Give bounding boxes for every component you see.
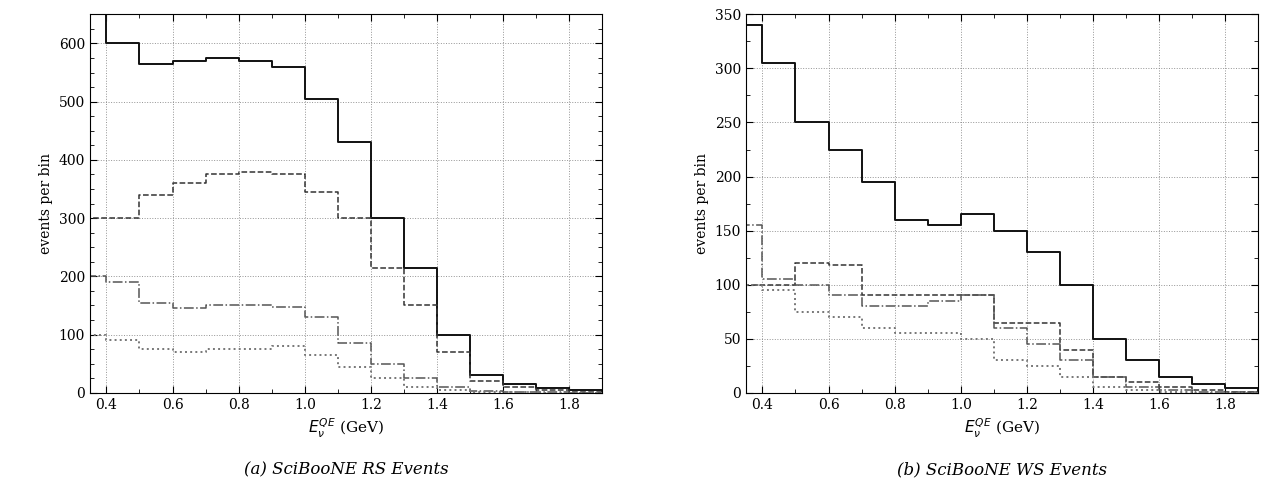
X-axis label: $E_{\nu}^{QE}$ (GeV): $E_{\nu}^{QE}$ (GeV) <box>964 417 1040 440</box>
X-axis label: $E_{\nu}^{QE}$ (GeV): $E_{\nu}^{QE}$ (GeV) <box>308 417 384 440</box>
Text: (a) SciBooNE RS Events: (a) SciBooNE RS Events <box>244 461 448 478</box>
Y-axis label: events per bin: events per bin <box>695 153 709 254</box>
Text: (b) SciBooNE WS Events: (b) SciBooNE WS Events <box>898 461 1107 478</box>
Y-axis label: events per bin: events per bin <box>39 153 53 254</box>
